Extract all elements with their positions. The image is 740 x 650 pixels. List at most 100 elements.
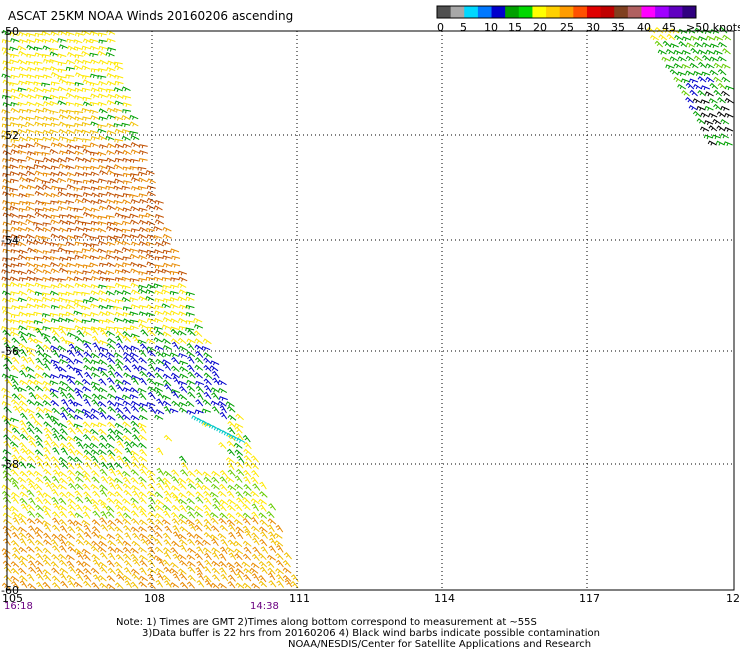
wind-barb — [115, 358, 124, 365]
wind-barb — [34, 372, 44, 379]
wind-barb — [186, 531, 196, 539]
wind-barb — [43, 192, 53, 198]
wind-barb — [194, 518, 203, 527]
wind-barb — [161, 240, 171, 246]
wind-barb — [186, 490, 195, 498]
wind-barb — [42, 475, 51, 483]
wind-barb — [10, 234, 20, 239]
wind-barb — [155, 366, 165, 372]
wind-barb — [50, 440, 60, 449]
wind-barb — [26, 184, 36, 190]
wind-barb — [713, 89, 722, 97]
wind-barb — [227, 504, 236, 512]
wind-barb — [1, 387, 11, 393]
wind-barb — [91, 372, 101, 378]
wind-barb — [26, 426, 35, 435]
wind-barb — [100, 475, 109, 484]
wind-barb — [724, 97, 734, 104]
wind-barb — [164, 580, 172, 588]
wind-barb — [123, 364, 132, 373]
wind-barb — [194, 344, 204, 351]
wind-barb — [43, 510, 52, 518]
wind-barb — [97, 75, 107, 80]
wind-barb — [243, 483, 252, 491]
wind-barb — [130, 553, 139, 561]
wind-barb — [211, 567, 220, 575]
wind-barb — [219, 405, 227, 414]
wind-barb — [169, 408, 179, 414]
wind-barb — [204, 559, 213, 567]
wind-barb — [107, 449, 116, 457]
wind-barb — [66, 491, 75, 498]
wind-barb — [2, 172, 12, 178]
wind-barb — [74, 81, 84, 87]
wind-barb — [178, 360, 189, 366]
wind-barb — [179, 526, 189, 533]
wind-barb — [193, 330, 203, 338]
wind-barb — [116, 573, 125, 581]
wind-barb — [122, 476, 131, 485]
wind-barb — [59, 491, 68, 499]
wind-barb — [10, 575, 20, 582]
wind-barb — [90, 115, 100, 121]
wind-barb — [68, 343, 77, 352]
wind-barb — [113, 185, 123, 191]
wind-barb — [147, 552, 156, 560]
wind-barb — [258, 504, 267, 512]
wind-barb — [10, 138, 20, 144]
wind-barb — [59, 358, 69, 364]
wind-barb — [74, 335, 84, 343]
wind-barb — [122, 326, 132, 332]
wind-barb — [49, 178, 59, 184]
wind-barb — [121, 185, 131, 191]
wind-barb — [220, 573, 229, 582]
wind-barb — [90, 243, 99, 248]
wind-barb — [18, 144, 28, 149]
wind-barb — [82, 427, 92, 434]
wind-barb — [700, 99, 710, 105]
wind-barb — [90, 171, 100, 177]
wind-barb — [689, 62, 699, 69]
wind-barb — [73, 46, 83, 51]
wind-barb — [709, 82, 719, 90]
wind-barb — [10, 567, 20, 575]
wind-barb — [713, 76, 723, 83]
wind-barb — [65, 241, 75, 247]
wind-barb — [130, 199, 140, 204]
wind-barb — [58, 504, 68, 511]
wind-barb — [171, 540, 180, 548]
wind-barb — [105, 52, 115, 57]
wind-barb — [33, 176, 44, 182]
wind-barb — [172, 376, 180, 385]
wind-barb — [26, 517, 36, 525]
wind-barb — [17, 283, 27, 288]
wind-barb — [90, 359, 100, 365]
wind-barb — [106, 434, 116, 441]
wind-barb — [154, 491, 164, 499]
wind-barb — [98, 116, 108, 121]
wind-barb — [715, 140, 725, 146]
wind-barb — [33, 46, 43, 51]
wind-barb — [12, 384, 20, 392]
wind-barb — [179, 573, 188, 581]
wind-barb — [81, 107, 91, 113]
wind-barb — [705, 76, 715, 83]
wind-barb — [145, 276, 155, 282]
wind-barb — [41, 292, 51, 297]
wind-barb — [154, 345, 164, 351]
wind-barb — [242, 517, 251, 526]
wind-barb — [203, 566, 212, 574]
wind-barb — [155, 512, 164, 519]
wind-barb — [18, 555, 28, 562]
wind-barb — [9, 122, 19, 127]
wind-barb — [114, 518, 124, 525]
wind-barb — [76, 560, 85, 568]
wind-barb — [242, 525, 251, 534]
wind-barb — [18, 311, 28, 317]
wind-barb — [97, 269, 107, 275]
wind-barb — [250, 516, 259, 525]
wind-barb — [195, 350, 204, 358]
wind-barb — [137, 166, 147, 171]
wind-barb — [26, 312, 36, 318]
wind-barb — [33, 137, 43, 143]
